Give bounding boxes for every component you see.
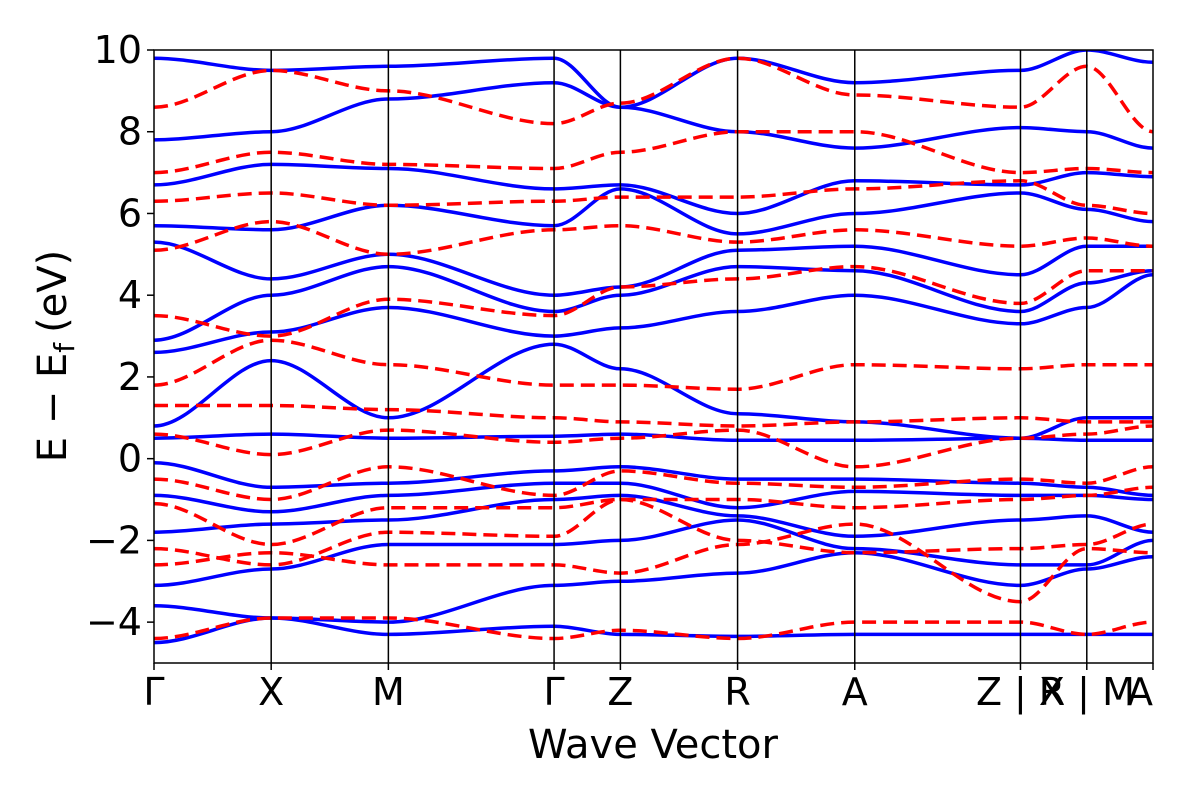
blue-band-line-11 [154, 187, 1153, 236]
red-band-line-22 [154, 338, 1153, 391]
x-axis-title: Wave Vector [528, 722, 779, 768]
red-band-line-23 [154, 264, 1153, 338]
y-tick-label: 4 [118, 273, 142, 317]
blue-band-line-14 [154, 50, 1153, 109]
blue-band-line-13 [154, 80, 1153, 150]
y-tick-label: −4 [86, 600, 142, 644]
y-axis-title-main: E − E [30, 353, 76, 463]
plot-area [154, 50, 1153, 663]
blue-band-line-1 [154, 550, 1153, 624]
blue-band-line-4 [154, 481, 1153, 514]
red-band-line-26 [154, 129, 1153, 175]
y-tick-label: 0 [118, 437, 142, 481]
x-tick-label: A [842, 670, 868, 714]
red-band-line-20 [154, 424, 1153, 469]
x-tick-label: X [258, 670, 284, 714]
x-tick-label: Z | X [976, 670, 1065, 715]
blue-band-line-3 [154, 493, 1153, 539]
red-band-line-17 [154, 497, 1153, 567]
blue-band-line-12 [154, 162, 1153, 216]
x-tick-label: Γ [543, 670, 564, 714]
red-band-line-18 [154, 485, 1153, 547]
blue-band-line-0 [154, 616, 1153, 645]
blue-band-line-10 [154, 240, 1153, 297]
red-band-line-19 [154, 465, 1153, 502]
x-tick-label: M [372, 670, 405, 714]
y-tick-label: 2 [118, 355, 142, 399]
x-tick-label: Γ [143, 670, 164, 714]
red-band-line-24 [154, 219, 1153, 257]
y-axis-ticks: −4 −2 0 2 4 6 8 10 [86, 28, 154, 644]
band-lines [154, 50, 1153, 645]
x-tick-label: R [724, 670, 750, 714]
high-symmetry-lines [270, 50, 1088, 663]
x-tick-label: R | M [1039, 670, 1135, 715]
x-tick-label: A [1127, 670, 1153, 714]
y-tick-label: 10 [94, 28, 142, 72]
y-tick-label: −2 [86, 518, 142, 562]
red-band-line-27 [154, 56, 1153, 134]
y-tick-label: 8 [118, 110, 142, 154]
red-band-line-25 [154, 179, 1153, 216]
red-band-line-15 [154, 616, 1153, 641]
plot-frame [153, 49, 1154, 664]
y-axis-title: E − Ef (eV) [30, 250, 81, 463]
y-axis-title-unit: (eV) [30, 250, 76, 333]
y-axis-title-subscript: f [48, 342, 81, 353]
red-band-line-16 [154, 522, 1153, 604]
y-tick-label: 6 [118, 191, 142, 235]
red-band-line-21 [154, 403, 1153, 428]
x-tick-label: Z [607, 670, 633, 714]
blue-band-line-9 [154, 264, 1153, 342]
blue-band-line-5 [154, 461, 1153, 498]
